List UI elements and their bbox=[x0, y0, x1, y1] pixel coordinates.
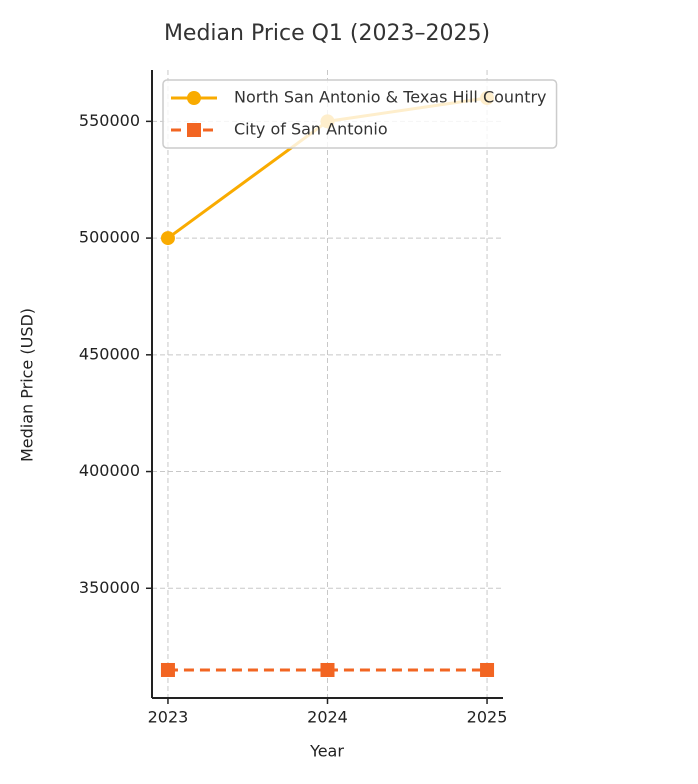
legend-box bbox=[162, 79, 558, 149]
x-tick-label: 2025 bbox=[467, 708, 508, 727]
x-tick-label: 2024 bbox=[307, 708, 348, 727]
legend-label: City of San Antonio bbox=[234, 120, 388, 139]
marker bbox=[160, 231, 175, 246]
y-tick-label: 500000 bbox=[79, 228, 140, 247]
y-tick-label: 400000 bbox=[79, 461, 140, 480]
marker bbox=[187, 91, 201, 105]
marker bbox=[320, 662, 335, 677]
marker bbox=[160, 662, 175, 677]
y-tick-label: 350000 bbox=[79, 578, 140, 597]
marker bbox=[187, 123, 201, 137]
marker bbox=[480, 662, 495, 677]
x-axis-label: Year bbox=[309, 742, 344, 761]
y-tick-label: 550000 bbox=[79, 111, 140, 130]
y-axis-label: Median Price (USD) bbox=[18, 308, 37, 462]
legend: North San Antonio & Texas Hill Country Ci… bbox=[162, 79, 558, 149]
legend-label: North San Antonio & Texas Hill Country bbox=[234, 88, 547, 107]
x-tick-label: 2023 bbox=[148, 708, 189, 727]
chart-title: Median Price Q1 (2023–2025) bbox=[164, 21, 490, 46]
y-tick-label: 450000 bbox=[79, 344, 140, 363]
